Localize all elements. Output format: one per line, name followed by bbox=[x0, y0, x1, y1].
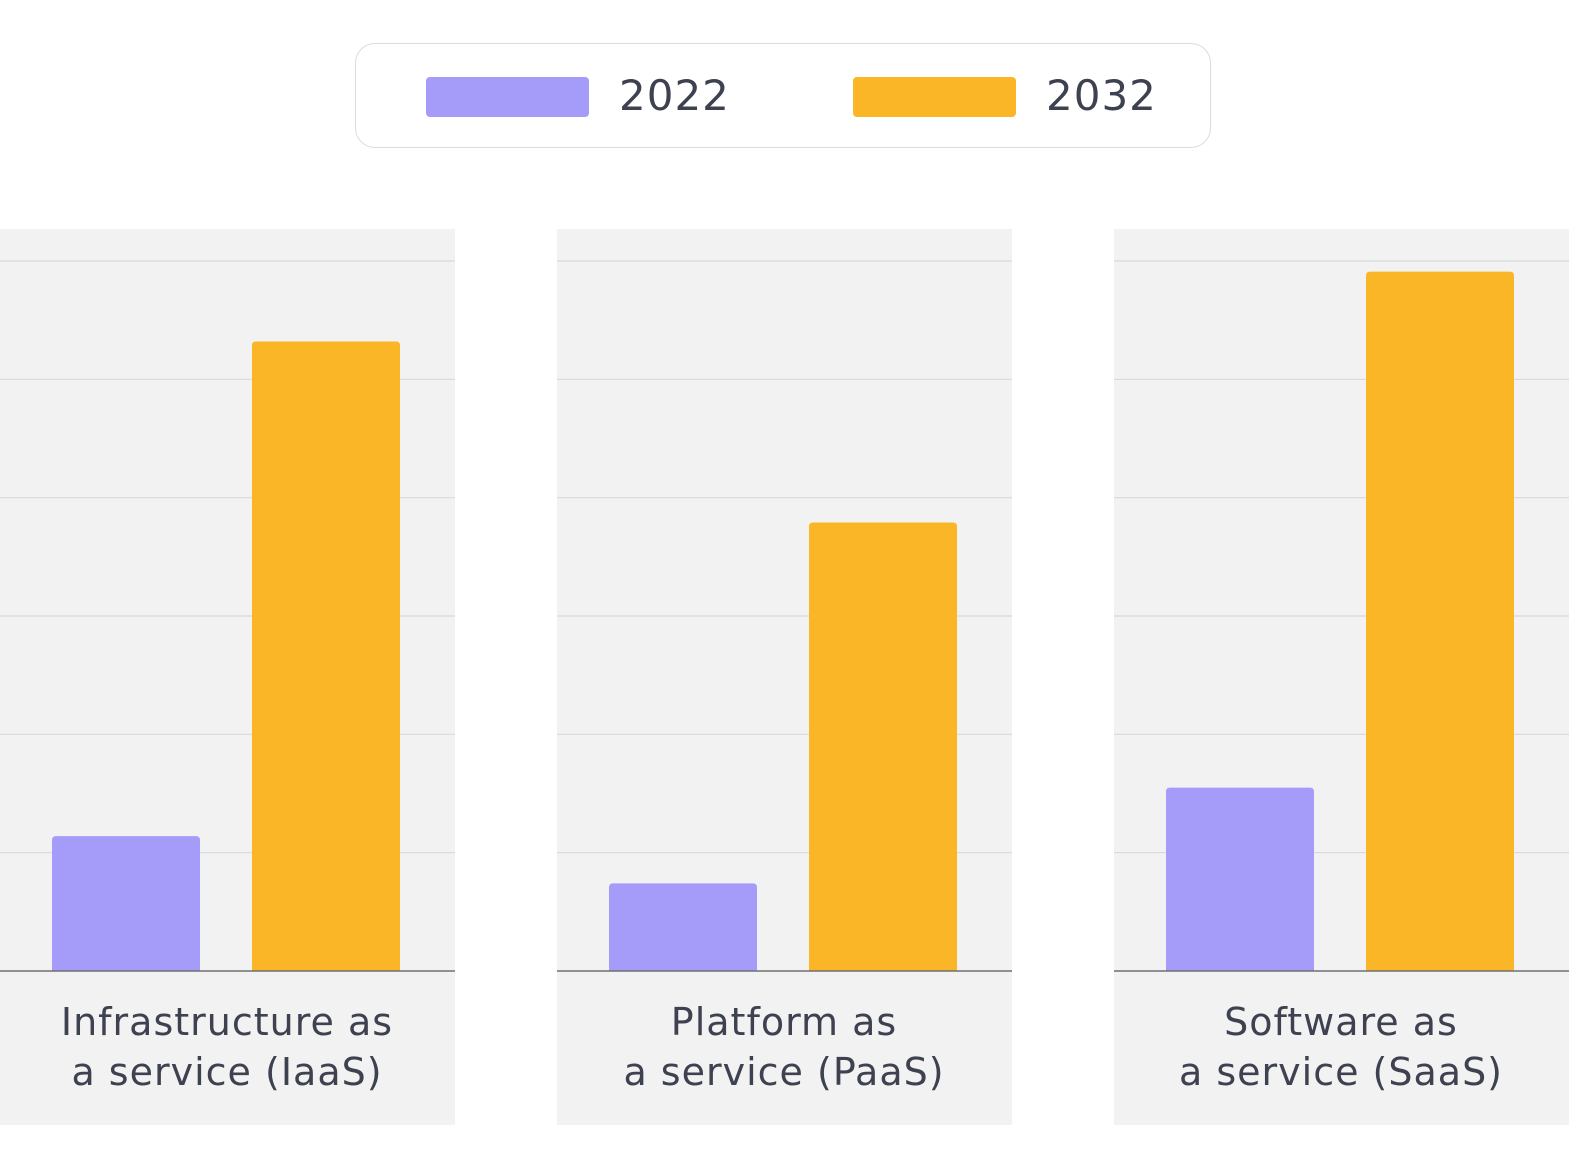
legend-swatch-2032 bbox=[853, 77, 1016, 117]
bar-2022-1 bbox=[609, 883, 757, 971]
category-label-line: Software as bbox=[1224, 1000, 1458, 1044]
bar-2032-0 bbox=[252, 341, 400, 971]
category-label-line: a service (PaaS) bbox=[623, 1050, 944, 1094]
legend: 2022 2032 bbox=[355, 43, 1211, 148]
category-label-line: Infrastructure as bbox=[61, 1000, 393, 1044]
category-label-line: a service (SaaS) bbox=[1179, 1050, 1503, 1094]
legend-label-2032: 2032 bbox=[1046, 71, 1157, 120]
legend-label-2022: 2022 bbox=[619, 71, 730, 120]
bar-2022-0 bbox=[52, 836, 200, 971]
bar-2022-2 bbox=[1166, 787, 1314, 971]
category-label-line: Platform as bbox=[671, 1000, 897, 1044]
category-label-line: a service (IaaS) bbox=[71, 1050, 382, 1094]
legend-swatch-2022 bbox=[426, 77, 589, 117]
bar-2032-1 bbox=[809, 522, 957, 971]
bar-2032-2 bbox=[1366, 271, 1514, 971]
